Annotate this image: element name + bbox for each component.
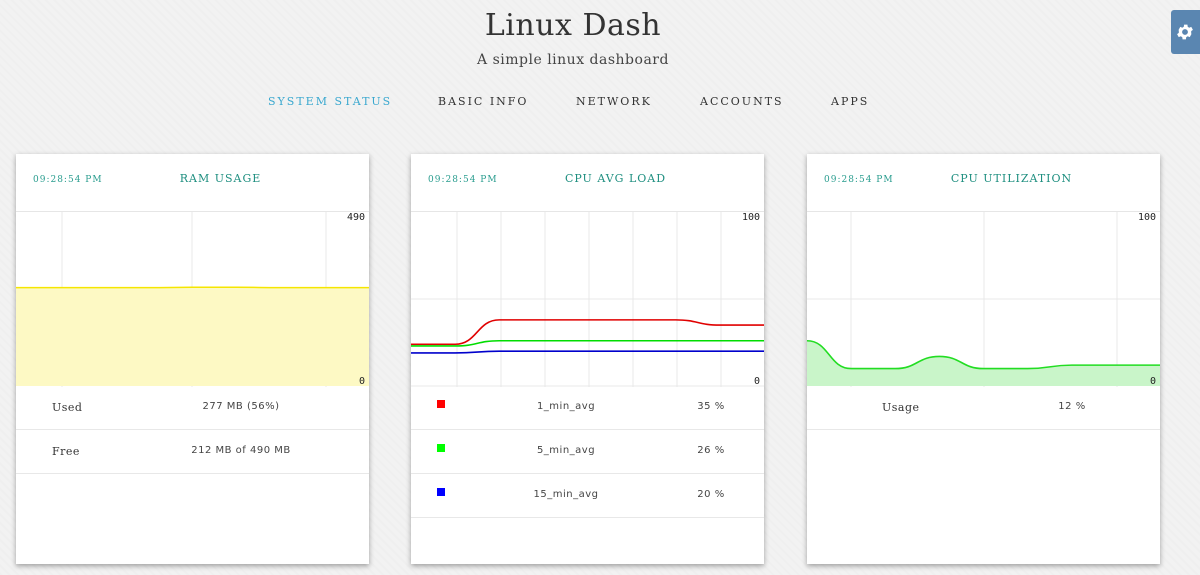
series-line-5-min-avg — [411, 339, 764, 347]
tab-network[interactable]: NETWORK — [576, 95, 652, 108]
card-header: 09:28:54 PM CPU UTILIZATION — [807, 154, 1160, 212]
legend-value: 20 % — [697, 489, 725, 500]
legend-swatch-blue — [437, 488, 445, 496]
tab-apps[interactable]: APPS — [831, 95, 870, 108]
legend-name: 1_min_avg — [536, 401, 596, 412]
card-header: 09:28:54 PM RAM USAGE — [16, 154, 369, 212]
card-title: CPU UTILIZATION — [950, 172, 1073, 185]
cpu-util-stats: Usage 12 % — [807, 386, 1160, 430]
page-title: Linux Dash — [484, 8, 662, 43]
row-value: 277 MB (56%) — [202, 401, 280, 412]
y-axis-min: 0 — [753, 376, 760, 387]
tab-system-status[interactable]: SYSTEM STATUS — [268, 95, 393, 108]
legend-name: 15_min_avg — [533, 489, 599, 500]
y-axis-max: 490 — [346, 212, 365, 223]
legend-row: 1_min_avg 35 % — [411, 386, 764, 430]
card-title: RAM USAGE — [179, 172, 262, 185]
tab-accounts[interactable]: ACCOUNTS — [700, 95, 784, 108]
cpu-util-area-fill — [807, 340, 1160, 386]
y-axis-max: 100 — [741, 212, 760, 223]
card-timestamp: 09:28:54 PM — [428, 175, 498, 185]
series-line-1-min-avg — [411, 319, 764, 346]
tab-basic-info[interactable]: BASIC INFO — [438, 95, 529, 108]
gear-icon — [1177, 24, 1193, 40]
y-axis-min: 0 — [358, 376, 365, 387]
table-row: Usage 12 % — [807, 386, 1160, 430]
row-value: 12 % — [1058, 401, 1086, 412]
table-row: Free 212 MB of 490 MB — [16, 430, 369, 474]
legend-row: 5_min_avg 26 % — [411, 430, 764, 474]
cpu-util-chart: 100 0 — [807, 212, 1160, 387]
ram-chart: 490 0 — [16, 212, 369, 387]
row-value: 212 MB of 490 MB — [191, 445, 291, 456]
y-axis-max: 100 — [1137, 212, 1156, 223]
ram-usage-card: 09:28:54 PM RAM USAGE 490 0 Used 277 MB … — [16, 154, 369, 564]
main-nav: SYSTEM STATUS BASIC INFO NETWORK ACCOUNT… — [0, 95, 1200, 115]
ram-area-fill — [16, 287, 369, 386]
y-axis-min: 0 — [1149, 376, 1156, 387]
legend-swatch-green — [437, 444, 445, 452]
card-timestamp: 09:28:54 PM — [33, 175, 103, 185]
row-label: Free — [52, 445, 80, 458]
legend-value: 35 % — [697, 401, 725, 412]
cpu-utilization-card: 09:28:54 PM CPU UTILIZATION 100 0 Usage … — [807, 154, 1160, 564]
table-row: Used 277 MB (56%) — [16, 386, 369, 430]
cpu-load-legend: 1_min_avg 35 % 5_min_avg 26 % 15_min_avg… — [411, 386, 764, 518]
legend-name: 5_min_avg — [536, 445, 596, 456]
cpu-util-series-line — [807, 339, 1160, 370]
card-header: 09:28:54 PM CPU AVG LOAD — [411, 154, 764, 212]
ram-stats: Used 277 MB (56%) Free 212 MB of 490 MB — [16, 386, 369, 474]
cpu-avg-load-card: 09:28:54 PM CPU AVG LOAD 100 0 1_min_avg… — [411, 154, 764, 564]
series-line-15-min-avg — [411, 350, 764, 354]
settings-button[interactable] — [1171, 10, 1200, 54]
card-timestamp: 09:28:54 PM — [824, 175, 894, 185]
legend-row: 15_min_avg 20 % — [411, 474, 764, 518]
legend-value: 26 % — [697, 445, 725, 456]
card-title: CPU AVG LOAD — [564, 172, 667, 185]
row-label: Used — [52, 401, 83, 414]
page-subtitle: A simple linux dashboard — [477, 52, 669, 68]
row-label: Usage — [882, 401, 920, 414]
cpu-load-chart: 100 0 — [411, 212, 764, 387]
legend-swatch-red — [437, 400, 445, 408]
